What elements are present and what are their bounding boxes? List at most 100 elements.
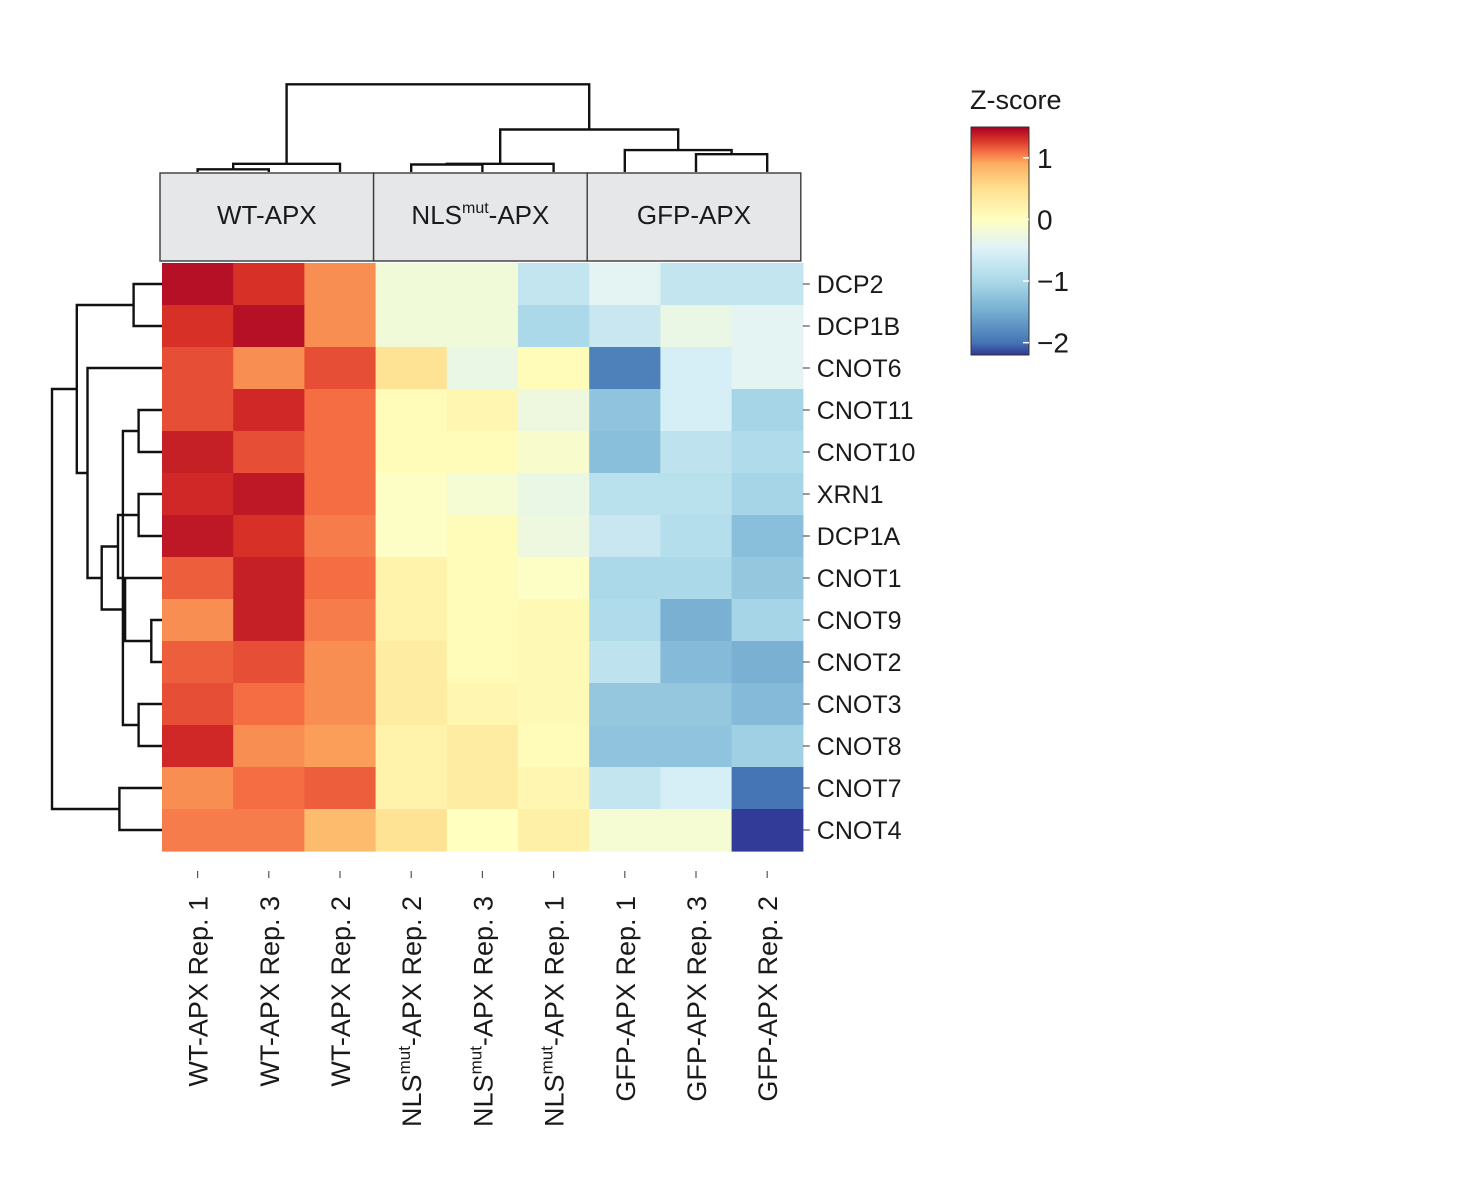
row-dendrogram-link-0 (132, 282, 162, 328)
heatmap-cell-cnot9-col8 (660, 599, 733, 642)
heatmap-cell-dcp2-col3 (304, 263, 377, 306)
heatmap-cell-cnot11-col1 (162, 389, 234, 432)
heatmap-cell-cnot6-col8 (660, 347, 733, 390)
column-dendrogram-link-6 (499, 128, 680, 164)
heatmap-cell-cnot3-col9 (731, 683, 804, 726)
group-label: NLSmut-APX (411, 200, 549, 230)
heatmap-cell-cnot4-col1 (162, 809, 234, 852)
group-header-bar: WT-APX NLSmut-APX GFP-APX (159, 172, 802, 262)
heatmap-cell-dcp2-col2 (233, 263, 305, 306)
heatmap-cell-cnot2-col4 (375, 641, 448, 684)
heatmap-cell-cnot3-col5 (446, 683, 519, 726)
heatmap-cell-xrn1-col2 (233, 473, 305, 516)
heatmap-cell-cnot8-col4 (375, 725, 448, 768)
heatmap-cell-dcp2-col5 (446, 263, 519, 306)
heatmap-cell-xrn1-col6 (518, 473, 590, 516)
heatmap-cell-cnot3-col4 (375, 683, 448, 726)
row-label-cnot6: CNOT6 (817, 355, 902, 383)
column-dendrogram-link-0 (196, 168, 270, 172)
heatmap-cell-xrn1-col5 (446, 473, 519, 516)
heatmap-cell-cnot2-col2 (233, 641, 305, 684)
heatmap-cell-xrn1-col4 (375, 473, 448, 516)
heatmap-cell-cnot6-col7 (589, 347, 661, 390)
heatmap-cell-cnot3-col3 (304, 683, 377, 726)
heatmap-cell-dcp2-col8 (660, 263, 733, 306)
heatmap-cell-dcp1b-col5 (446, 305, 519, 348)
column-dendrogram-link-7 (285, 83, 591, 164)
heatmap-cell-cnot1-col3 (304, 557, 377, 600)
heatmap-cell-cnot4-col8 (660, 809, 733, 852)
row-label-cnot8: CNOT8 (817, 733, 902, 761)
column-labels: WT-APX Rep. 1 WT-APX Rep. 3 WT-APX Rep. 2 N… (184, 871, 783, 1127)
heatmap-cell-cnot7-col6 (518, 767, 590, 810)
heatmap-cell-cnot11-col2 (233, 389, 305, 432)
heatmap-cell-cnot3-col6 (518, 683, 590, 726)
column-dendrogram-link-4 (694, 153, 769, 172)
heatmap-cell-cnot3-col8 (660, 683, 733, 726)
heatmap-cell-cnot2-col3 (304, 641, 377, 684)
heatmap-cell-cnot1-col4 (375, 557, 448, 600)
row-dendrogram (50, 282, 162, 832)
heatmap-cell-cnot10-col1 (162, 431, 234, 474)
heatmap-cell-cnot7-col5 (446, 767, 519, 810)
heatmap-cell-cnot1-col6 (518, 557, 590, 600)
heatmap-cell-xrn1-col1 (162, 473, 234, 516)
column-label-2: WT-APX Rep. 3 (255, 896, 285, 1087)
heatmap-cell-cnot11-col8 (660, 389, 733, 432)
column-dendrogram (196, 83, 769, 172)
row-label-cnot4: CNOT4 (817, 817, 902, 845)
heatmap-cell-cnot10-col2 (233, 431, 305, 474)
heatmap-cell-cnot9-col6 (518, 599, 590, 642)
colorbar-tick-label: −1 (1037, 266, 1069, 297)
heatmap-cell-cnot10-col3 (304, 431, 377, 474)
group-box (372, 172, 588, 262)
heatmap-cell-cnot9-col5 (446, 599, 519, 642)
row-label-cnot11: CNOT11 (817, 397, 914, 425)
heatmap-cell-xrn1-col3 (304, 473, 377, 516)
heatmap-cell-cnot2-col1 (162, 641, 234, 684)
heatmap-cell-dcp1b-col8 (660, 305, 733, 348)
row-label-cnot7: CNOT7 (817, 775, 902, 803)
heatmap-cell-dcp2-col7 (589, 263, 661, 306)
heatmap-cell-cnot2-col5 (446, 641, 519, 684)
heatmap-cell-cnot9-col3 (304, 599, 377, 642)
column-dendrogram-link-2 (410, 163, 484, 172)
heatmap-cell-cnot4-col4 (375, 809, 448, 852)
heatmap-cell-dcp1a-col2 (233, 515, 305, 558)
column-label-3: WT-APX Rep. 2 (326, 896, 356, 1087)
heatmap-cell-cnot11-col6 (518, 389, 590, 432)
heatmap-cell-cnot7-col4 (375, 767, 448, 810)
heatmap-cell-xrn1-col7 (589, 473, 661, 516)
heatmap-cell-cnot1-col8 (660, 557, 733, 600)
colorbar-ticks: 1 0 −1 −2 (1023, 143, 1069, 359)
group-label: WT-APX (217, 200, 317, 230)
heatmap-cell-dcp2-col9 (731, 263, 804, 306)
heatmap-cell-xrn1-col9 (731, 473, 804, 516)
row-label-cnot1: CNOT1 (817, 565, 902, 593)
heatmap-cell-cnot8-col7 (589, 725, 661, 768)
heatmap-cell-dcp2-col6 (518, 263, 590, 306)
group-box (586, 172, 802, 262)
heatmap-cell-dcp1a-col3 (304, 515, 377, 558)
heatmap-cell-cnot2-col6 (518, 641, 590, 684)
heatmap-cells (162, 263, 804, 852)
heatmap-cell-cnot4-col9 (731, 809, 804, 852)
heatmap-cell-cnot10-col4 (375, 431, 448, 474)
column-label-7: GFP-APX Rep. 1 (611, 896, 641, 1102)
heatmap-cell-cnot7-col7 (589, 767, 661, 810)
row-label-dcp2: DCP2 (817, 271, 884, 299)
heatmap-cell-cnot2-col7 (589, 641, 661, 684)
heatmap-cell-cnot11-col7 (589, 389, 661, 432)
heatmap-cell-cnot4-col6 (518, 809, 590, 852)
group-box (159, 172, 375, 262)
heatmap-cell-cnot7-col8 (660, 767, 733, 810)
heatmap-cell-cnot1-col7 (589, 557, 661, 600)
heatmap-cell-cnot10-col5 (446, 431, 519, 474)
heatmap-cell-cnot8-col9 (731, 725, 804, 768)
row-dendrogram-link-3 (150, 618, 162, 664)
row-dendrogram-link-2 (137, 492, 162, 538)
heatmap-cell-cnot7-col3 (304, 767, 377, 810)
heatmap-cell-dcp1b-col2 (233, 305, 305, 348)
heatmap-cell-cnot8-col1 (162, 725, 234, 768)
column-dendrogram-link-1 (232, 162, 342, 172)
